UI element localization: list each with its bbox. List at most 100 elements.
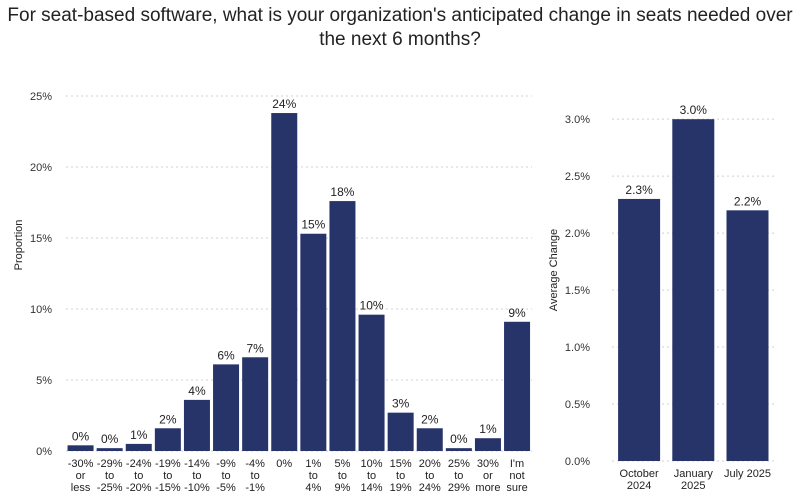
category-label-line: to [367,470,376,482]
category-label-line: or [76,470,86,482]
category-label-line: 14% [361,482,383,494]
category-label-line: 9% [334,482,350,494]
y-tick-label: 25% [30,91,52,103]
category-label: October 2024 [620,468,659,492]
category-label-line: 25% [448,458,470,470]
category-label-line: January [674,468,714,480]
category-label-line: to [134,470,143,482]
category-label-line: sure [506,482,527,494]
category-label: 20% to 24% [419,458,441,494]
category-label-line: to [338,470,347,482]
data-label: 2% [421,412,439,426]
category-label-line: to [396,470,405,482]
y-tick-label: 2.0% [565,228,590,240]
y-tick-label: 0.0% [565,456,590,468]
category-label-line: July 2025 [724,468,771,480]
y-tick-label: 5% [36,375,52,387]
y-tick-label: 0.5% [565,399,590,411]
category-label: -29% to -25% [97,458,123,494]
bar [445,448,472,451]
y-tick-label: 10% [30,304,52,316]
bar [387,412,414,451]
y-tick-label: 0% [36,446,52,458]
category-label: 0% [276,458,292,470]
bar [271,113,298,451]
data-label: 2% [159,412,177,426]
data-label: 18% [330,185,354,199]
category-label-line: 15% [390,458,412,470]
category-label-line: -15% [155,482,181,494]
category-label-line: -30% [68,458,94,470]
category-label-line: -14% [184,458,210,470]
category-label-line: I'm [510,458,524,470]
bar [358,314,385,451]
data-label: 9% [508,306,526,320]
category-label-line: less [71,482,91,494]
category-label-line: -9% [216,458,236,470]
data-label: 3% [392,397,410,411]
category-label-line: to [251,470,260,482]
bar [67,445,94,451]
data-label: 1% [479,422,497,436]
category-label: -9% to -5% [216,458,236,494]
category-label-line: to [454,470,463,482]
category-label-line: or [483,470,493,482]
bar [672,119,715,461]
category-label-line: to [105,470,114,482]
data-label: 7% [246,341,264,355]
category-label: I'm not sure [506,458,527,494]
category-label-line: 24% [419,482,441,494]
bar [213,364,240,451]
category-label-line: -5% [216,482,236,494]
category-label: -24% to -20% [126,458,152,494]
category-label-line: -24% [126,458,152,470]
y-tick-label: 15% [30,233,52,245]
bar [183,399,210,451]
bar [329,201,356,451]
category-label-line: not [509,470,524,482]
category-label-line: 4% [305,482,321,494]
category-label: 1% to 4% [305,458,321,494]
category-label: -14% to -10% [184,458,210,494]
category-label-line: -29% [97,458,123,470]
category-label-line: -10% [184,482,210,494]
data-label: 6% [217,348,235,362]
data-label: 2.2% [734,194,762,208]
chart-title: For seat-based software, what is your or… [0,4,800,52]
category-label: January 2025 [674,468,714,492]
data-label: 1% [130,428,148,442]
category-label-line: 10% [361,458,383,470]
category-label-line: 2024 [627,480,651,492]
chart-title-line-1: For seat-based software, what is your or… [7,5,793,26]
category-label: 30% or more [475,458,500,494]
category-label-line: to [163,470,172,482]
data-label: 0% [101,432,119,446]
y-tick-label: 1.0% [565,342,590,354]
data-label: 2.3% [625,183,653,197]
category-label-line: more [475,482,500,494]
category-label-line: -1% [245,482,265,494]
category-label-line: 30% [477,458,499,470]
category-label-line: 29% [448,482,470,494]
category-label-line: 1% [305,458,321,470]
category-label-line: October [620,468,659,480]
data-label: 0% [72,429,90,443]
bar [125,443,152,451]
category-label: -4% to -1% [245,458,265,494]
category-label-line: -20% [126,482,152,494]
bar [726,210,769,461]
y-tick-label: 20% [30,162,52,174]
data-label: 10% [360,299,384,313]
category-label: -19% to -15% [155,458,181,494]
category-label-line: 20% [419,458,441,470]
bar [154,428,181,451]
bar [618,198,661,461]
category-label-line: to [425,470,434,482]
category-label-line: 19% [390,482,412,494]
data-label: 15% [301,218,325,232]
bar [474,438,501,451]
bar [416,428,443,451]
bar [96,448,123,451]
data-label: 0% [450,432,468,446]
